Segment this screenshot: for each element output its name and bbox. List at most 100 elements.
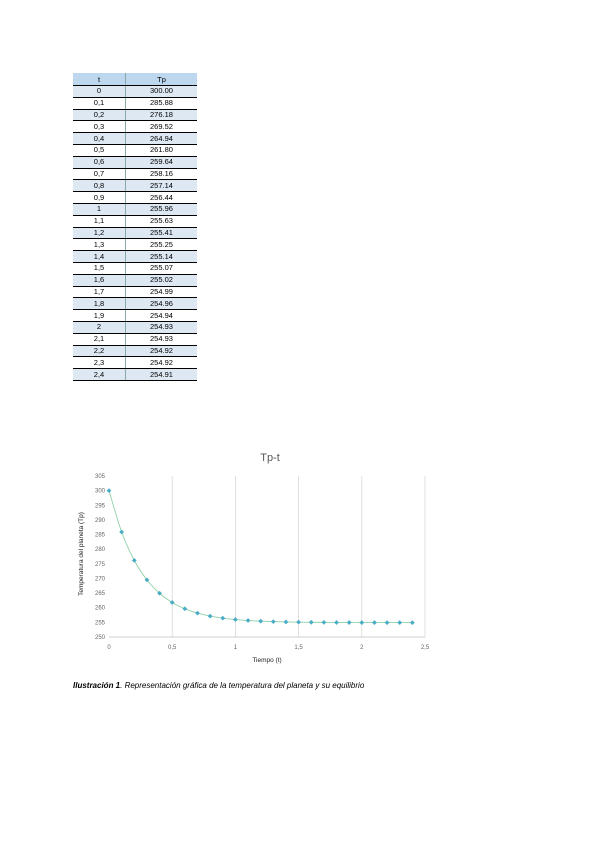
cell-t: 1,5 [73, 262, 126, 275]
cell-tp: 257.14 [125, 179, 197, 193]
cell-t: 1,1 [73, 215, 126, 228]
cell-t: 0,3 [73, 120, 126, 134]
y-tick-label: 285 [95, 533, 106, 539]
cell-t: 2,4 [73, 368, 126, 381]
x-tick-label: 0,5 [168, 645, 177, 651]
cell-t: 1 [73, 203, 126, 216]
table-row: 1,6 255.02 [73, 274, 197, 287]
table-row: 0,5 261.80 [73, 144, 197, 157]
data-point [283, 619, 289, 625]
cell-tp: 254.99 [125, 286, 197, 299]
cell-t: 1,9 [73, 309, 126, 322]
x-axis-label: Tiempo (t) [252, 657, 281, 664]
cell-tp: 255.14 [125, 250, 197, 263]
data-point [207, 613, 213, 619]
chart: Tp-t 250 255 260 265 270 275 280 285 290 295 300 30… [78, 452, 430, 664]
table-row: 0 300.00 [73, 85, 197, 98]
data-point [397, 620, 403, 625]
table-row: 1,9 254.94 [73, 309, 197, 322]
cell-tp: 255.25 [125, 238, 197, 252]
y-tick-label: 280 [95, 547, 106, 553]
table-header-row: t Tp [73, 73, 197, 86]
data-point [384, 620, 390, 625]
data-point [372, 620, 377, 625]
chart-grid [171, 476, 426, 637]
cell-t: 1,8 [73, 297, 126, 311]
cell-tp: 254.93 [125, 321, 197, 334]
cell-tp: 255.02 [125, 274, 197, 287]
x-tick-label: 1,5 [294, 645, 303, 651]
cell-t: 2 [73, 321, 126, 334]
cell-t: 1,4 [73, 250, 126, 263]
data-point [308, 619, 314, 625]
table-row: 2,3 254.92 [73, 356, 197, 370]
data-point [296, 619, 301, 625]
cell-t: 1,7 [73, 286, 126, 299]
column-header-t: t [73, 73, 126, 86]
table-row: 0,4 264.94 [73, 132, 197, 145]
data-point [233, 617, 238, 622]
y-tick-label: 250 [95, 635, 106, 641]
data-point [195, 610, 200, 616]
cell-t: 2,1 [73, 333, 126, 346]
y-tick-label: 305 [95, 474, 106, 480]
cell-tp: 264.94 [125, 132, 197, 145]
cell-t: 0,8 [73, 179, 126, 193]
table-row: 2 254.93 [73, 321, 197, 334]
cell-t: 2,2 [73, 345, 126, 358]
data-point [359, 620, 365, 625]
table-row: 0,9 256.44 [73, 191, 197, 204]
cell-tp: 254.96 [125, 297, 197, 311]
cell-tp: 255.63 [125, 215, 197, 228]
table-row: 1,3 255.25 [73, 238, 197, 252]
data-table: t Tp 0 300.00 0,1 285.88 0,2 276.18 0,3 269.52 0… [73, 73, 197, 381]
x-tick-label: 2,5 [421, 645, 430, 651]
column-header-tp: Tp [125, 73, 197, 86]
cell-t: 1,2 [73, 227, 126, 240]
y-tick-label: 260 [95, 606, 106, 612]
data-point [157, 590, 162, 596]
y-tick-label: 295 [95, 503, 106, 509]
cell-tp: 300.00 [125, 85, 197, 98]
cell-tp: 254.94 [125, 309, 197, 322]
caption-label: Ilustración 1 [73, 681, 121, 690]
x-tick-label: 0 [107, 645, 111, 651]
table-body: 0 300.00 0,1 285.88 0,2 276.18 0,3 269.52 0,4 264… [73, 85, 197, 381]
cell-tp: 276.18 [125, 109, 197, 122]
data-point [258, 618, 264, 624]
table-row: 0,3 269.52 [73, 120, 197, 134]
y-axis-label: Temperatura del planeta (Tp) [78, 512, 85, 596]
table-row: 2,1 254.93 [73, 333, 197, 346]
table-row: 0,8 257.14 [73, 179, 197, 193]
cell-tp: 256.44 [125, 191, 197, 204]
chart-title: Tp-t [260, 452, 280, 464]
cell-t: 1,3 [73, 238, 126, 252]
cell-tp: 258.16 [125, 168, 197, 181]
data-point [270, 619, 276, 625]
data-point [321, 619, 327, 625]
cell-tp: 285.88 [125, 97, 197, 110]
data-point [131, 557, 137, 563]
x-axis-ticks: 0 0,5 1 1,5 2 2,5 [107, 645, 430, 651]
table-row: 0,7 258.16 [73, 168, 197, 181]
cell-t: 1,6 [73, 274, 126, 287]
series-line [108, 490, 413, 624]
data-point [169, 600, 175, 605]
cell-t: 0,2 [73, 109, 126, 122]
cell-t: 0,9 [73, 191, 126, 204]
series-points [106, 488, 415, 626]
data-point [334, 620, 339, 625]
cell-tp: 254.91 [125, 368, 197, 381]
table-row: 1 255.96 [73, 203, 197, 216]
x-tick-label: 2 [360, 645, 364, 651]
x-tick-label: 1 [234, 645, 238, 651]
figure-caption: Ilustración 1. Representación gráfica de… [73, 681, 364, 690]
cell-t: 2,3 [73, 356, 126, 370]
table-row: 2,2 254.92 [73, 345, 197, 358]
caption-text: . Representación gráfica de la temperatu… [120, 681, 365, 690]
data-point [220, 615, 226, 621]
cell-t: 0,5 [73, 144, 126, 157]
table-row: 0,6 259.64 [73, 156, 197, 169]
cell-tp: 261.80 [125, 144, 197, 157]
table-row: 1,8 254.96 [73, 297, 197, 311]
